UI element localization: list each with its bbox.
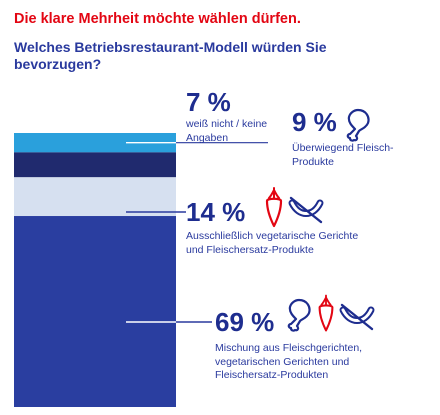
value-label-unknown: 7 % [186,87,231,117]
bar-segment-unknown [14,133,176,153]
category-label-mix: Mischung aus Fleischgerichten, vegetaris… [215,342,363,381]
crossed-sausage-icon [339,303,375,331]
label-veg: 14 % Ausschließlich vegetarische Gericht… [186,198,371,257]
category-label-veg: Ausschließlich vegetarische Gerichte und… [186,230,359,256]
value-label-meat: 9 % [292,107,337,137]
bar-segment-mix [14,216,176,407]
value-label-mix: 69 % [215,307,275,337]
crossed-sausage-icon [288,196,324,224]
chart-question: Welches Betriebsrestaurant-Modell würden… [14,39,327,72]
carrot-icon [318,294,334,332]
headline: Die klare Mehrheit möchte wählen dürfen. [14,11,301,27]
category-label-meat: Überwiegend Fleisch-Produkte [292,142,394,168]
bar-segment-veg [14,177,176,217]
carrot-icon [265,187,283,228]
value-label-veg: 14 % [186,197,246,227]
chicken-leg-icon [287,298,311,332]
label-meat: 9 % Überwiegend Fleisch-Produkte [292,108,422,169]
bar-segment-meat [14,152,176,178]
label-unknown: 7 % weiß nicht / keine Angaben [186,88,281,145]
category-label-unknown: weiß nicht / keine Angaben [186,118,268,144]
label-mix: 69 % Mischung aus Fleischgerichten, vege… [215,308,405,383]
chicken-leg-icon [346,108,370,142]
